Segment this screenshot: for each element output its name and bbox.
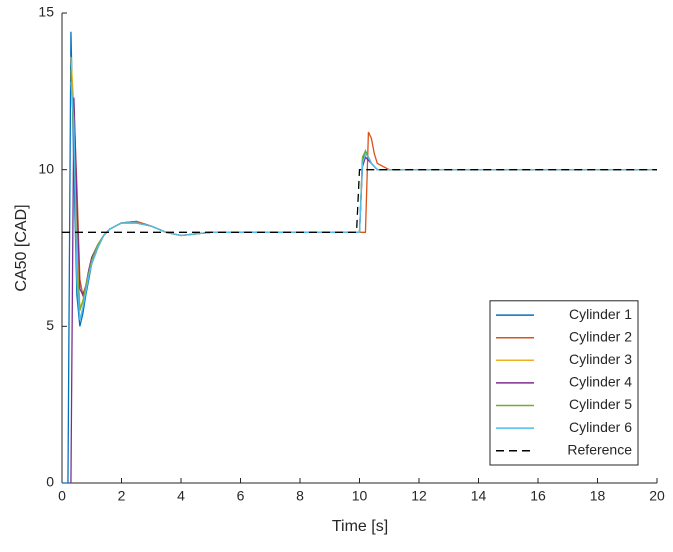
legend-label: Cylinder 1	[569, 306, 632, 322]
x-tick-label: 18	[590, 488, 606, 504]
y-tick-label: 15	[38, 4, 54, 20]
y-axis-label: CA50 [CAD]	[13, 204, 30, 291]
x-tick-label: 14	[471, 488, 487, 504]
x-tick-label: 10	[352, 488, 368, 504]
legend-label: Reference	[567, 441, 632, 457]
x-tick-label: 8	[296, 488, 304, 504]
x-tick-label: 6	[237, 488, 245, 504]
legend-label: Cylinder 3	[569, 351, 632, 367]
y-tick-label: 0	[46, 474, 54, 490]
series-line	[70, 75, 657, 298]
series-line	[70, 81, 657, 321]
y-tick-label: 10	[38, 160, 54, 176]
x-axis-label: Time [s]	[332, 518, 388, 535]
x-tick-label: 4	[177, 488, 185, 504]
x-tick-label: 20	[649, 488, 665, 504]
series-line	[70, 69, 657, 311]
x-tick-label: 12	[411, 488, 427, 504]
x-tick-label: 2	[118, 488, 126, 504]
legend-label: Cylinder 4	[569, 374, 632, 390]
legend-label: Cylinder 6	[569, 419, 632, 435]
series-line	[62, 169, 657, 233]
series-line	[70, 56, 657, 308]
x-tick-label: 16	[530, 488, 546, 504]
y-tick-label: 5	[46, 317, 54, 333]
legend-label: Cylinder 2	[569, 328, 632, 344]
x-tick-label: 0	[58, 488, 66, 504]
legend-label: Cylinder 5	[569, 396, 632, 412]
legend: Cylinder 1 Cylinder 2 Cylinder 3 Cylinder 4…	[489, 300, 639, 466]
